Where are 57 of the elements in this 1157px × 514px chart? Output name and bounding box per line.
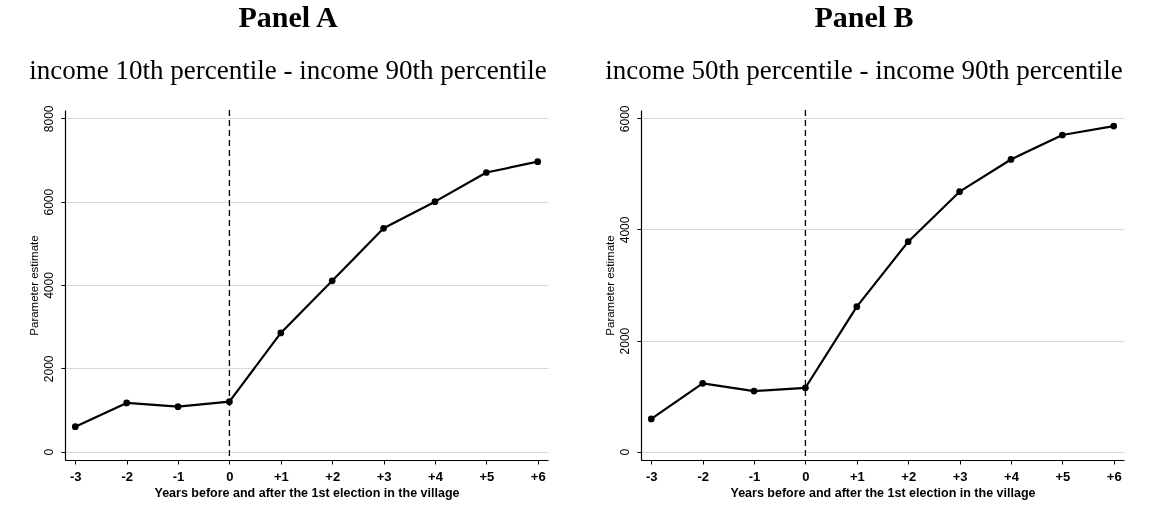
x-tick-label: -1 [748,468,761,484]
x-tick-label: -3 [646,468,658,484]
point [380,224,387,232]
x-tick-label: -2 [697,468,709,484]
x-axis-title: Years before and after the 1st election in the village [154,485,460,500]
x-tick-label: +5 [479,468,495,484]
x-tick-label: -3 [70,468,82,484]
point [431,198,439,206]
x-tick-label: +6 [1106,468,1122,484]
point [226,398,233,406]
y-tick-label: 0 [41,448,56,456]
point [853,303,861,311]
chart-title: Panel B [814,0,914,33]
x-tick-label: +6 [530,468,546,484]
y-axis-title: Parameter estimate [27,235,40,336]
point [647,415,655,423]
y-tick-label: 4000 [41,271,56,299]
x-tick-label: +4 [1004,468,1020,484]
point [956,188,963,196]
x-tick-label: 0 [226,468,234,484]
y-tick-label: 6000 [41,188,56,216]
point [71,423,79,431]
x-tick-label: +4 [428,468,444,484]
point [174,403,182,411]
point [1007,156,1015,163]
chart-title: Panel A [238,0,338,33]
y-tick-label: 6000 [617,105,632,133]
y-tick-label: 0 [617,448,632,456]
point [328,277,336,285]
point [904,238,912,246]
point [277,329,285,337]
x-tick-label: -1 [172,468,185,484]
y-tick-label: 2000 [41,355,56,383]
y-tick-label: 4000 [617,216,632,244]
y-tick-label: 2000 [617,327,632,355]
x-tick-label: +2 [325,468,341,484]
x-axis-title: Years before and after the 1st election in the village [730,485,1036,500]
point [123,399,131,407]
x-tick-label: +5 [1055,468,1071,484]
point [482,169,490,176]
chart-subtitle: income 50th percentile - income 90th percentile [605,54,1123,85]
point [1058,131,1066,139]
point [1110,122,1118,130]
point [699,379,707,387]
x-tick-label: +1 [849,468,865,484]
x-tick-label: +1 [273,468,289,484]
point [534,158,542,166]
x-tick-label: +3 [376,468,392,484]
x-tick-label: 0 [802,468,810,484]
y-tick-label: 8000 [41,105,56,133]
point [802,384,809,392]
x-tick-label: -2 [121,468,133,484]
chart-subtitle: income 10th percentile - income 90th percentile [29,54,547,85]
x-tick-label: +3 [952,468,968,484]
point [750,387,758,395]
y-axis-title: Parameter estimate [603,235,616,336]
x-tick-label: +2 [901,468,917,484]
